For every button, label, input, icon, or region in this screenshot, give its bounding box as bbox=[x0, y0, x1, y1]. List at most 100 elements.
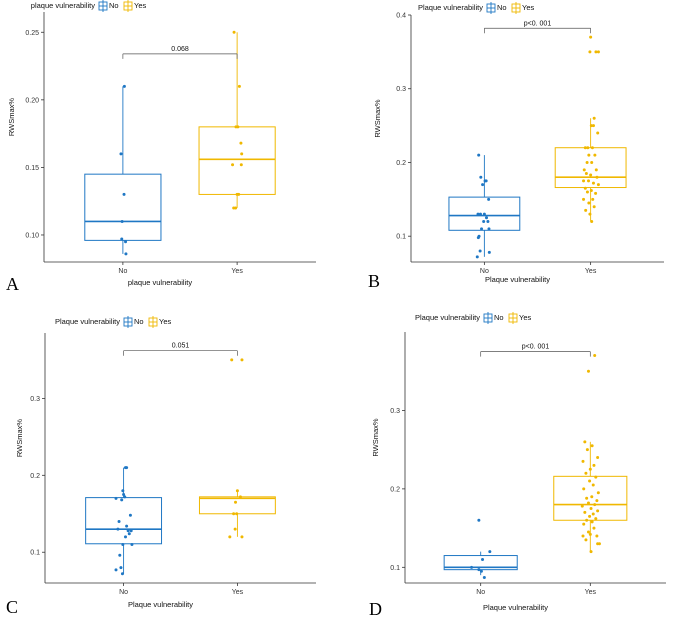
data-point bbox=[470, 565, 474, 569]
series-yes bbox=[554, 35, 627, 223]
data-point bbox=[584, 172, 588, 176]
data-point bbox=[119, 566, 123, 570]
data-point bbox=[484, 179, 488, 183]
data-point bbox=[581, 459, 585, 463]
data-point bbox=[122, 192, 126, 196]
data-point bbox=[486, 219, 490, 223]
y-tick-label: 0.3 bbox=[30, 396, 40, 403]
panel-c: 0.1 0.2 0.3 No Yes Plaque vulnerability RWSmax… bbox=[6, 316, 316, 617]
data-point bbox=[482, 576, 486, 580]
data-point bbox=[125, 466, 129, 470]
significance-bracket: p<0. 001 bbox=[480, 344, 591, 357]
data-point bbox=[118, 553, 122, 557]
data-point bbox=[588, 514, 592, 518]
data-point bbox=[584, 471, 588, 475]
legend-label-yes: Yes bbox=[134, 1, 146, 10]
panel-letter: A bbox=[6, 274, 19, 294]
y-tick-label: 0.2 bbox=[390, 486, 400, 493]
data-point bbox=[477, 153, 481, 157]
data-point bbox=[482, 212, 486, 216]
x-axis-label: Plaque vulnerability bbox=[485, 275, 550, 284]
data-point bbox=[589, 173, 593, 177]
y-tick-label: 0.1 bbox=[390, 565, 400, 572]
y-tick-label: 0.1 bbox=[30, 550, 40, 557]
x-tick-label: No bbox=[118, 268, 127, 275]
data-point bbox=[235, 512, 239, 516]
data-point bbox=[591, 181, 595, 185]
data-point bbox=[237, 192, 241, 196]
series-no bbox=[443, 518, 518, 580]
legend-label-no: No bbox=[109, 1, 119, 10]
y-tick-label: 0.2 bbox=[30, 473, 40, 480]
y-tick-label: 0.1 bbox=[396, 234, 406, 241]
data-point bbox=[482, 219, 486, 223]
data-point bbox=[584, 538, 588, 542]
box-iqr bbox=[553, 475, 628, 521]
data-point bbox=[585, 448, 589, 452]
data-point bbox=[583, 146, 587, 150]
legend-label-yes: Yes bbox=[519, 313, 531, 322]
significance-bracket: 0.051 bbox=[123, 343, 238, 356]
data-point bbox=[481, 557, 485, 561]
data-point bbox=[594, 517, 598, 521]
data-point bbox=[587, 179, 591, 183]
x-axis-label: plaque vulnerability bbox=[128, 278, 192, 287]
data-point bbox=[477, 518, 481, 522]
data-point bbox=[236, 125, 240, 129]
data-point bbox=[590, 444, 594, 448]
box-iqr bbox=[448, 196, 521, 231]
data-point bbox=[583, 186, 587, 190]
data-point bbox=[476, 212, 480, 216]
data-point bbox=[476, 236, 480, 240]
legend: Plaque vulnerability No Yes bbox=[415, 312, 531, 324]
data-point bbox=[595, 499, 599, 503]
data-point bbox=[596, 509, 600, 513]
y-tick-label: 0.3 bbox=[390, 408, 400, 415]
significance-bracket: p<0. 001 bbox=[484, 20, 591, 34]
data-point bbox=[596, 456, 600, 459]
data-point bbox=[123, 535, 127, 539]
legend: Plaque vulnerability No Yes bbox=[418, 2, 534, 14]
data-point bbox=[120, 219, 124, 223]
data-point bbox=[125, 524, 129, 528]
y-tick-label: 0.25 bbox=[25, 30, 39, 37]
data-point bbox=[588, 467, 592, 471]
data-point bbox=[122, 84, 126, 88]
data-point bbox=[119, 152, 123, 156]
data-point bbox=[228, 535, 232, 539]
data-point bbox=[120, 498, 124, 502]
data-point bbox=[589, 188, 593, 192]
data-point bbox=[480, 227, 484, 231]
data-point bbox=[588, 479, 592, 483]
y-axis-label: RWSmax% bbox=[371, 418, 380, 457]
p-value-label: p<0. 001 bbox=[522, 344, 550, 351]
data-point bbox=[589, 124, 593, 128]
panel-d: 0.1 0.2 0.3 No Yes Plaque vulnerability RWSmax… bbox=[369, 312, 666, 619]
data-point bbox=[586, 530, 590, 534]
data-point bbox=[585, 190, 589, 194]
data-point bbox=[239, 141, 243, 145]
data-point bbox=[593, 153, 597, 157]
data-point bbox=[477, 568, 481, 572]
x-tick-label: No bbox=[476, 589, 485, 596]
data-point bbox=[582, 522, 586, 526]
data-point bbox=[589, 506, 593, 510]
legend-title: plaque vulnerability bbox=[31, 1, 95, 10]
legend-title: Plaque vulnerability bbox=[55, 317, 120, 326]
panel-letter: D bbox=[369, 599, 382, 619]
x-tick-label: Yes bbox=[585, 589, 597, 596]
data-point bbox=[237, 84, 241, 88]
data-point bbox=[595, 175, 599, 179]
data-point bbox=[592, 205, 596, 209]
legend-label-no: No bbox=[497, 3, 507, 12]
y-tick-label: 0.10 bbox=[25, 232, 39, 239]
data-point bbox=[487, 197, 491, 201]
data-point bbox=[123, 495, 127, 499]
data-point bbox=[590, 495, 594, 499]
data-point bbox=[479, 175, 483, 179]
data-point bbox=[240, 152, 244, 156]
data-point bbox=[592, 116, 596, 120]
legend: plaque vulnerability No Yes bbox=[31, 0, 146, 12]
